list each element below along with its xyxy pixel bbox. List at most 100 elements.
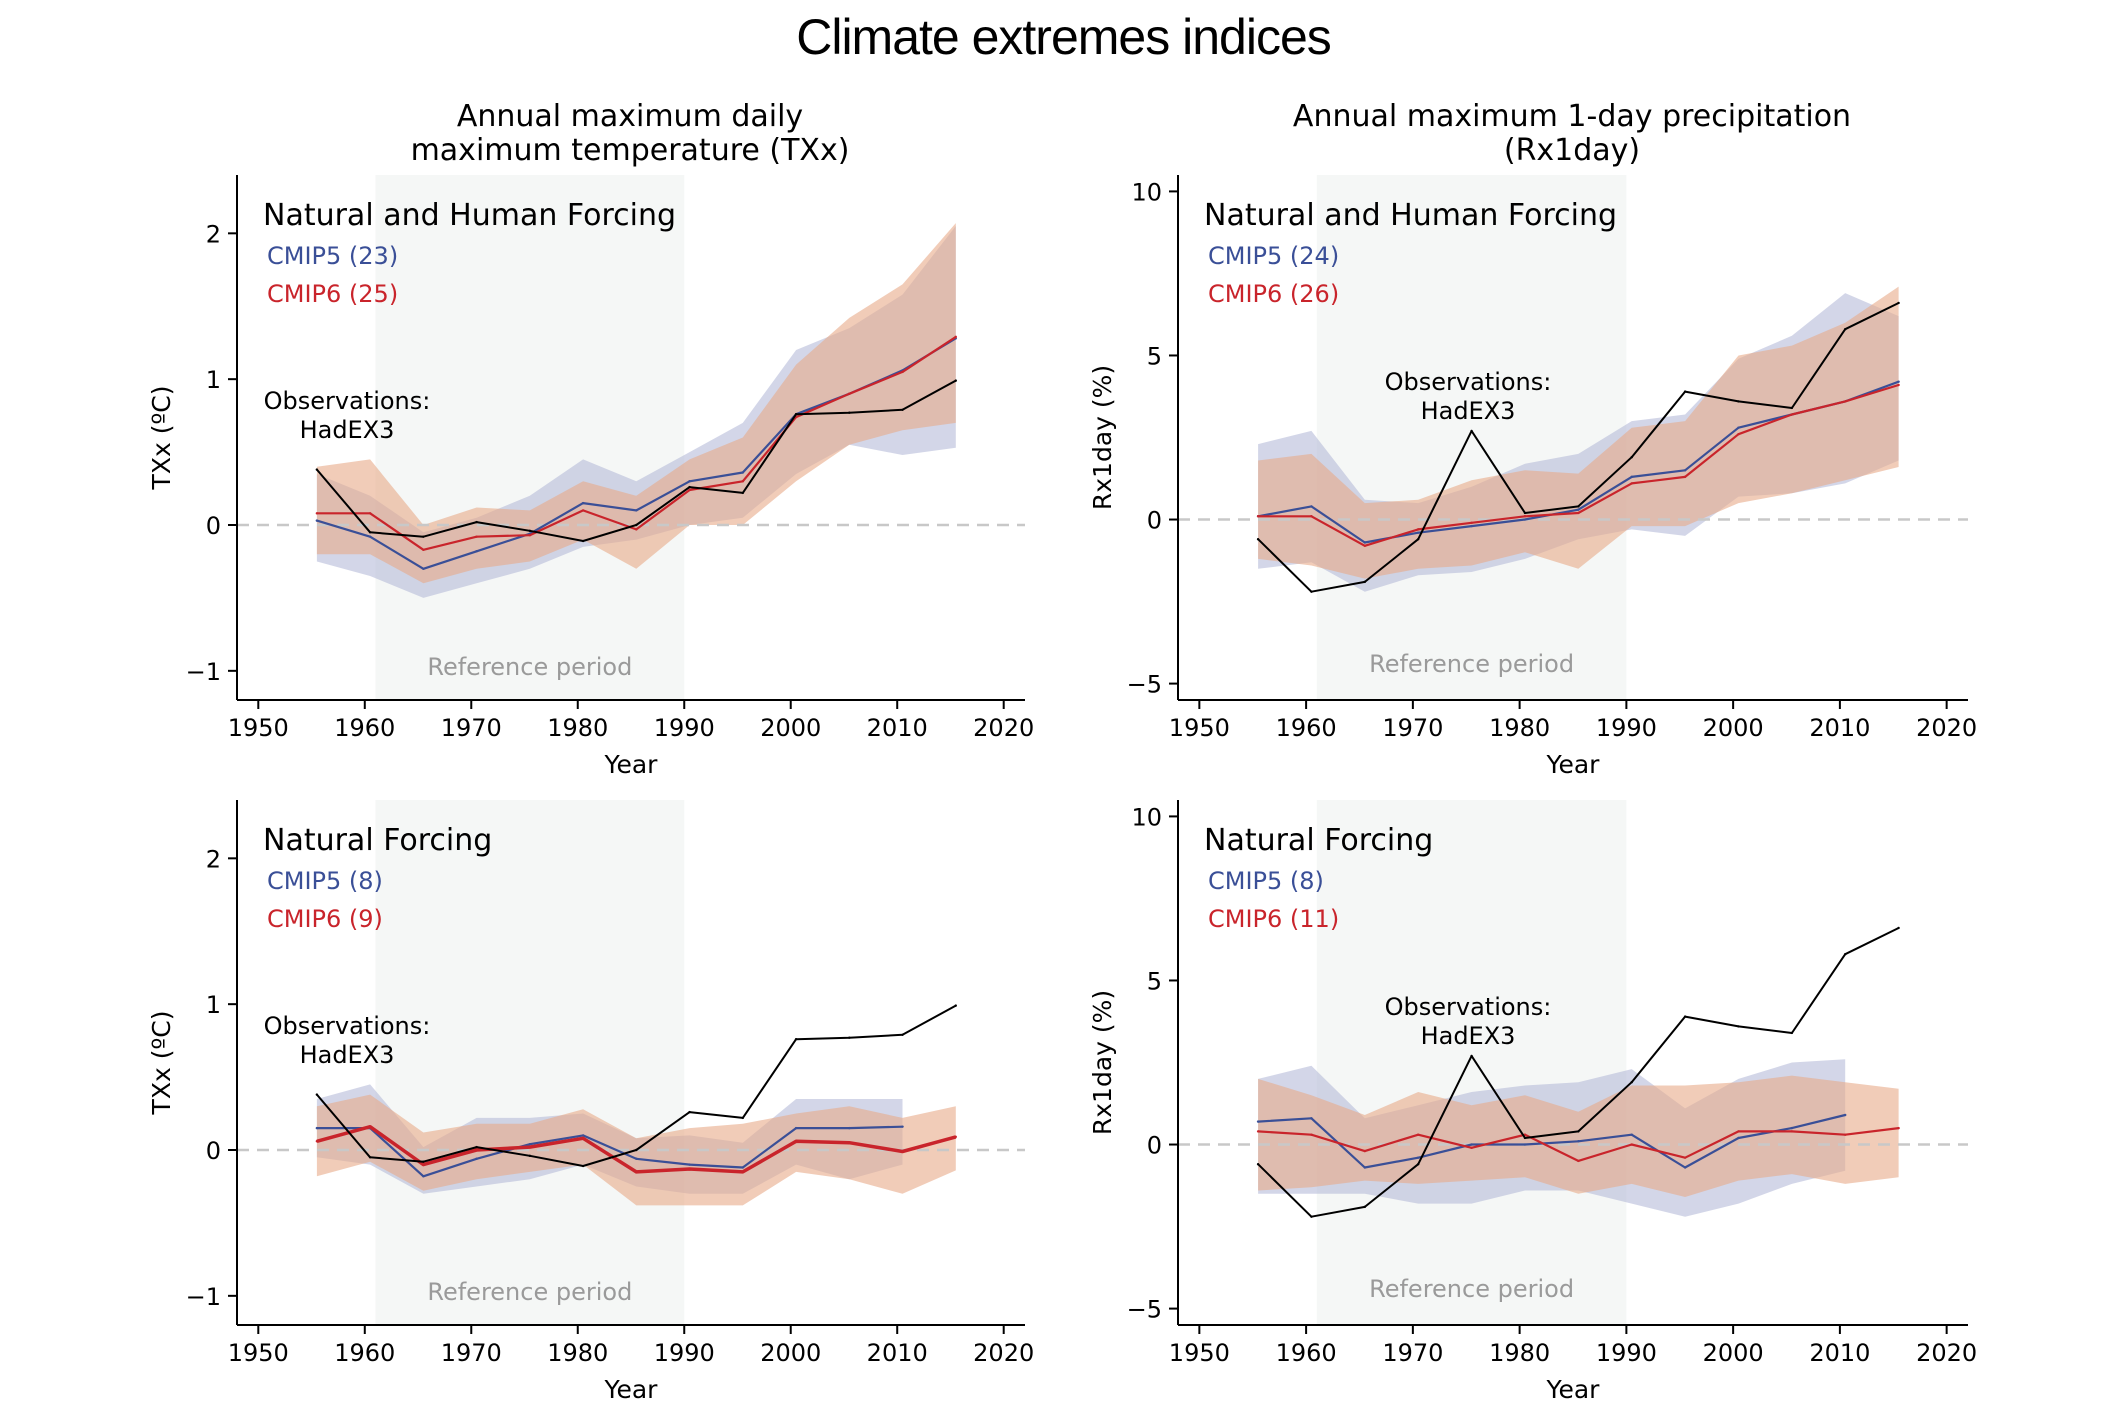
x-tick-label: 1950 [228, 714, 289, 742]
x-tick-label: 2000 [1703, 1339, 1764, 1367]
observations-point [1683, 390, 1687, 393]
cmip6-point [1683, 1156, 1687, 1159]
cmip6-point [315, 512, 319, 515]
observations-point [1417, 1163, 1420, 1166]
cmip5-point [1470, 1143, 1473, 1146]
cmip6-point [1737, 433, 1740, 436]
cmip6-point [1470, 521, 1473, 525]
observations-label-line-1: Observations: [264, 387, 431, 415]
reference-period-shade [1316, 800, 1627, 1325]
y-tick-label: 2 [206, 220, 221, 248]
observations-point [901, 1033, 904, 1036]
y-tick-label: 5 [1147, 967, 1162, 995]
cmip6-legend-label: CMIP6 (26) [1208, 280, 1339, 308]
cmip6-point [1577, 511, 1580, 515]
cmip6-range-band [1258, 286, 1899, 579]
cmip5-point [635, 509, 638, 512]
cmip6-point [1790, 1130, 1794, 1133]
x-axis-label: Year [1546, 1375, 1601, 1402]
observations-point [1310, 1215, 1313, 1218]
observations-point [848, 411, 851, 414]
observations-point [635, 523, 638, 527]
observations-point [1737, 400, 1740, 403]
panel-bottom-left: 1950 1960 1970 1980 1990 2000 2010 2020 −1 0 1 2 Yea… [147, 800, 1034, 1402]
cmip6-point [688, 1167, 691, 1171]
cmip6-point [528, 534, 532, 537]
cmip5-point [475, 1157, 478, 1160]
cmip6-point [1897, 383, 1900, 387]
x-axis-label: Year [1546, 750, 1601, 779]
cmip6-point [794, 1140, 798, 1143]
cmip5-point [1310, 505, 1313, 508]
x-tick-label: 1990 [654, 714, 715, 742]
observations-point [1256, 538, 1260, 541]
cmip6-point [475, 1148, 478, 1152]
observations-label-line-1: Observations: [264, 1012, 431, 1040]
cmip6-point [1630, 1143, 1633, 1146]
cmip6-point [528, 1145, 532, 1149]
cmip5-point [1523, 518, 1527, 521]
cmip6-point [954, 335, 957, 339]
observations-label-line-2: HadEX3 [1421, 1022, 1516, 1050]
cmip5-point [1630, 475, 1633, 479]
cmip6-legend-label: CMIP6 (11) [1208, 905, 1339, 933]
observations-point [1683, 1015, 1687, 1018]
observations-point [581, 539, 585, 543]
observations-point [1844, 328, 1847, 331]
cmip6-point [1256, 1130, 1260, 1133]
cmip5-line [1258, 1113, 1846, 1169]
observations-point [1844, 953, 1847, 956]
y-tick-label: −5 [1127, 1296, 1162, 1324]
observations-point [848, 1036, 851, 1039]
x-tick-label: 1980 [1489, 1339, 1550, 1367]
cmip5-point [1417, 531, 1420, 534]
cmip5-point [581, 1134, 585, 1137]
x-tick-label: 2000 [1703, 714, 1764, 742]
panel-top-left: 1950 1960 1970 1980 1990 2000 2010 2020 −1 0 1 2 Yea… [147, 175, 1034, 779]
observations-point [794, 412, 798, 416]
y-tick-label: 10 [1131, 803, 1162, 831]
cmip6-point [368, 512, 372, 515]
cmip5-point [1577, 1140, 1580, 1143]
y-tick-label: 2 [206, 845, 221, 873]
observations-point [581, 1164, 585, 1168]
cmip6-point [368, 1125, 372, 1128]
cmip5-point [1790, 1126, 1794, 1130]
panel-bottom-right: 1950 1960 1970 1980 1990 2000 2010 2020 −5 0 5 10 Ye… [1088, 800, 1977, 1402]
x-tick-label: 1980 [547, 714, 608, 742]
cmip5-point [315, 519, 319, 522]
cmip6-point [1897, 1126, 1900, 1130]
observations-point [1897, 301, 1900, 305]
cmip5-point [848, 1126, 851, 1130]
cmip5-point [1417, 1156, 1420, 1159]
cmip6-point [1790, 413, 1794, 416]
x-tick-label: 1950 [1169, 1339, 1230, 1367]
x-axis-label: Year [604, 1375, 659, 1402]
cmip6-point [1577, 1159, 1580, 1163]
cmip6-point [901, 370, 904, 374]
y-tick-label: 0 [206, 1137, 221, 1165]
x-tick-label: 1960 [1276, 714, 1337, 742]
cmip6-point [954, 1135, 957, 1139]
observations-label-line-1: Observations: [1385, 993, 1552, 1021]
cmip6-point [1256, 515, 1260, 518]
observations-point [688, 485, 691, 489]
cmip5-point [1363, 1166, 1367, 1169]
observations-point [1363, 580, 1367, 584]
reference-period-shade [1316, 175, 1627, 700]
observations-point [1310, 590, 1313, 593]
observations-point [1737, 1025, 1740, 1028]
panel-heading: Natural Forcing [263, 823, 492, 858]
cmip5-point [422, 567, 425, 570]
reference-period-label: Reference period [1369, 650, 1574, 678]
observations-point [794, 1037, 798, 1041]
figure-title: Climate extremes indices [796, 9, 1332, 65]
cmip5-point [1256, 1120, 1260, 1123]
observations-point [901, 408, 904, 411]
cmip5-point [794, 1126, 798, 1130]
cmip5-line [316, 1125, 903, 1178]
cmip5-legend-label: CMIP5 (23) [267, 242, 398, 270]
observations-point [1363, 1205, 1367, 1209]
cmip6-point [422, 548, 425, 551]
observations-point [422, 535, 425, 538]
